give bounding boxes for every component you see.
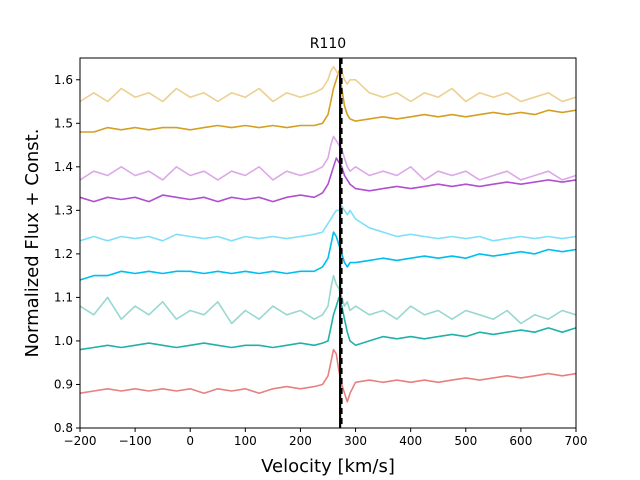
series-line-spectrum-4: [79, 231, 577, 281]
y-tick-label: 0.8: [54, 421, 73, 435]
x-tick-label: 200: [289, 434, 312, 448]
y-tick-label: 1.3: [54, 203, 73, 217]
y-axis: 0.8 0.9 1.0 1.1 1.2 1.3 1.4 1.5 1.6: [54, 73, 80, 435]
y-tick-label: 1.1: [54, 290, 73, 304]
y-axis-label: Normalized Flux + Const.: [22, 129, 43, 358]
series-line-spectrum-3: [79, 274, 577, 325]
series-line-spectrum-5: [79, 205, 577, 242]
y-tick-label: 1.2: [54, 247, 73, 261]
series-line-spectrum-1: [79, 348, 577, 403]
y-tick-label: 0.9: [54, 377, 73, 391]
chart-title: R110: [310, 36, 346, 52]
x-tick-label: −100: [119, 434, 152, 448]
x-tick-label: 300: [344, 434, 367, 448]
x-tick-label: 600: [509, 434, 532, 448]
series-line-spectrum-7: [79, 135, 577, 181]
x-tick-label: 400: [399, 434, 422, 448]
x-axis-label: Velocity [km/s]: [261, 456, 395, 477]
x-tick-label: 0: [186, 434, 194, 448]
x-tick-label: −200: [64, 434, 97, 448]
x-tick-label: 700: [565, 434, 588, 448]
x-axis: −200 −100 0 100 200 300 400 500 600 700: [64, 428, 588, 448]
series-line-spectrum-8: [80, 70, 577, 133]
series-line-spectrum-9: [79, 65, 577, 103]
x-tick-label: 500: [454, 434, 477, 448]
y-tick-label: 1.4: [54, 160, 73, 174]
x-tick-label: 100: [234, 434, 257, 448]
series-line-spectrum-6: [79, 157, 577, 203]
y-tick-label: 1.5: [54, 116, 73, 130]
plot-area: [79, 58, 577, 428]
plot-frame: [79, 57, 577, 429]
series-line-spectrum-2: [79, 296, 577, 351]
y-tick-label: 1.6: [54, 73, 73, 87]
y-tick-label: 1.0: [54, 334, 73, 348]
